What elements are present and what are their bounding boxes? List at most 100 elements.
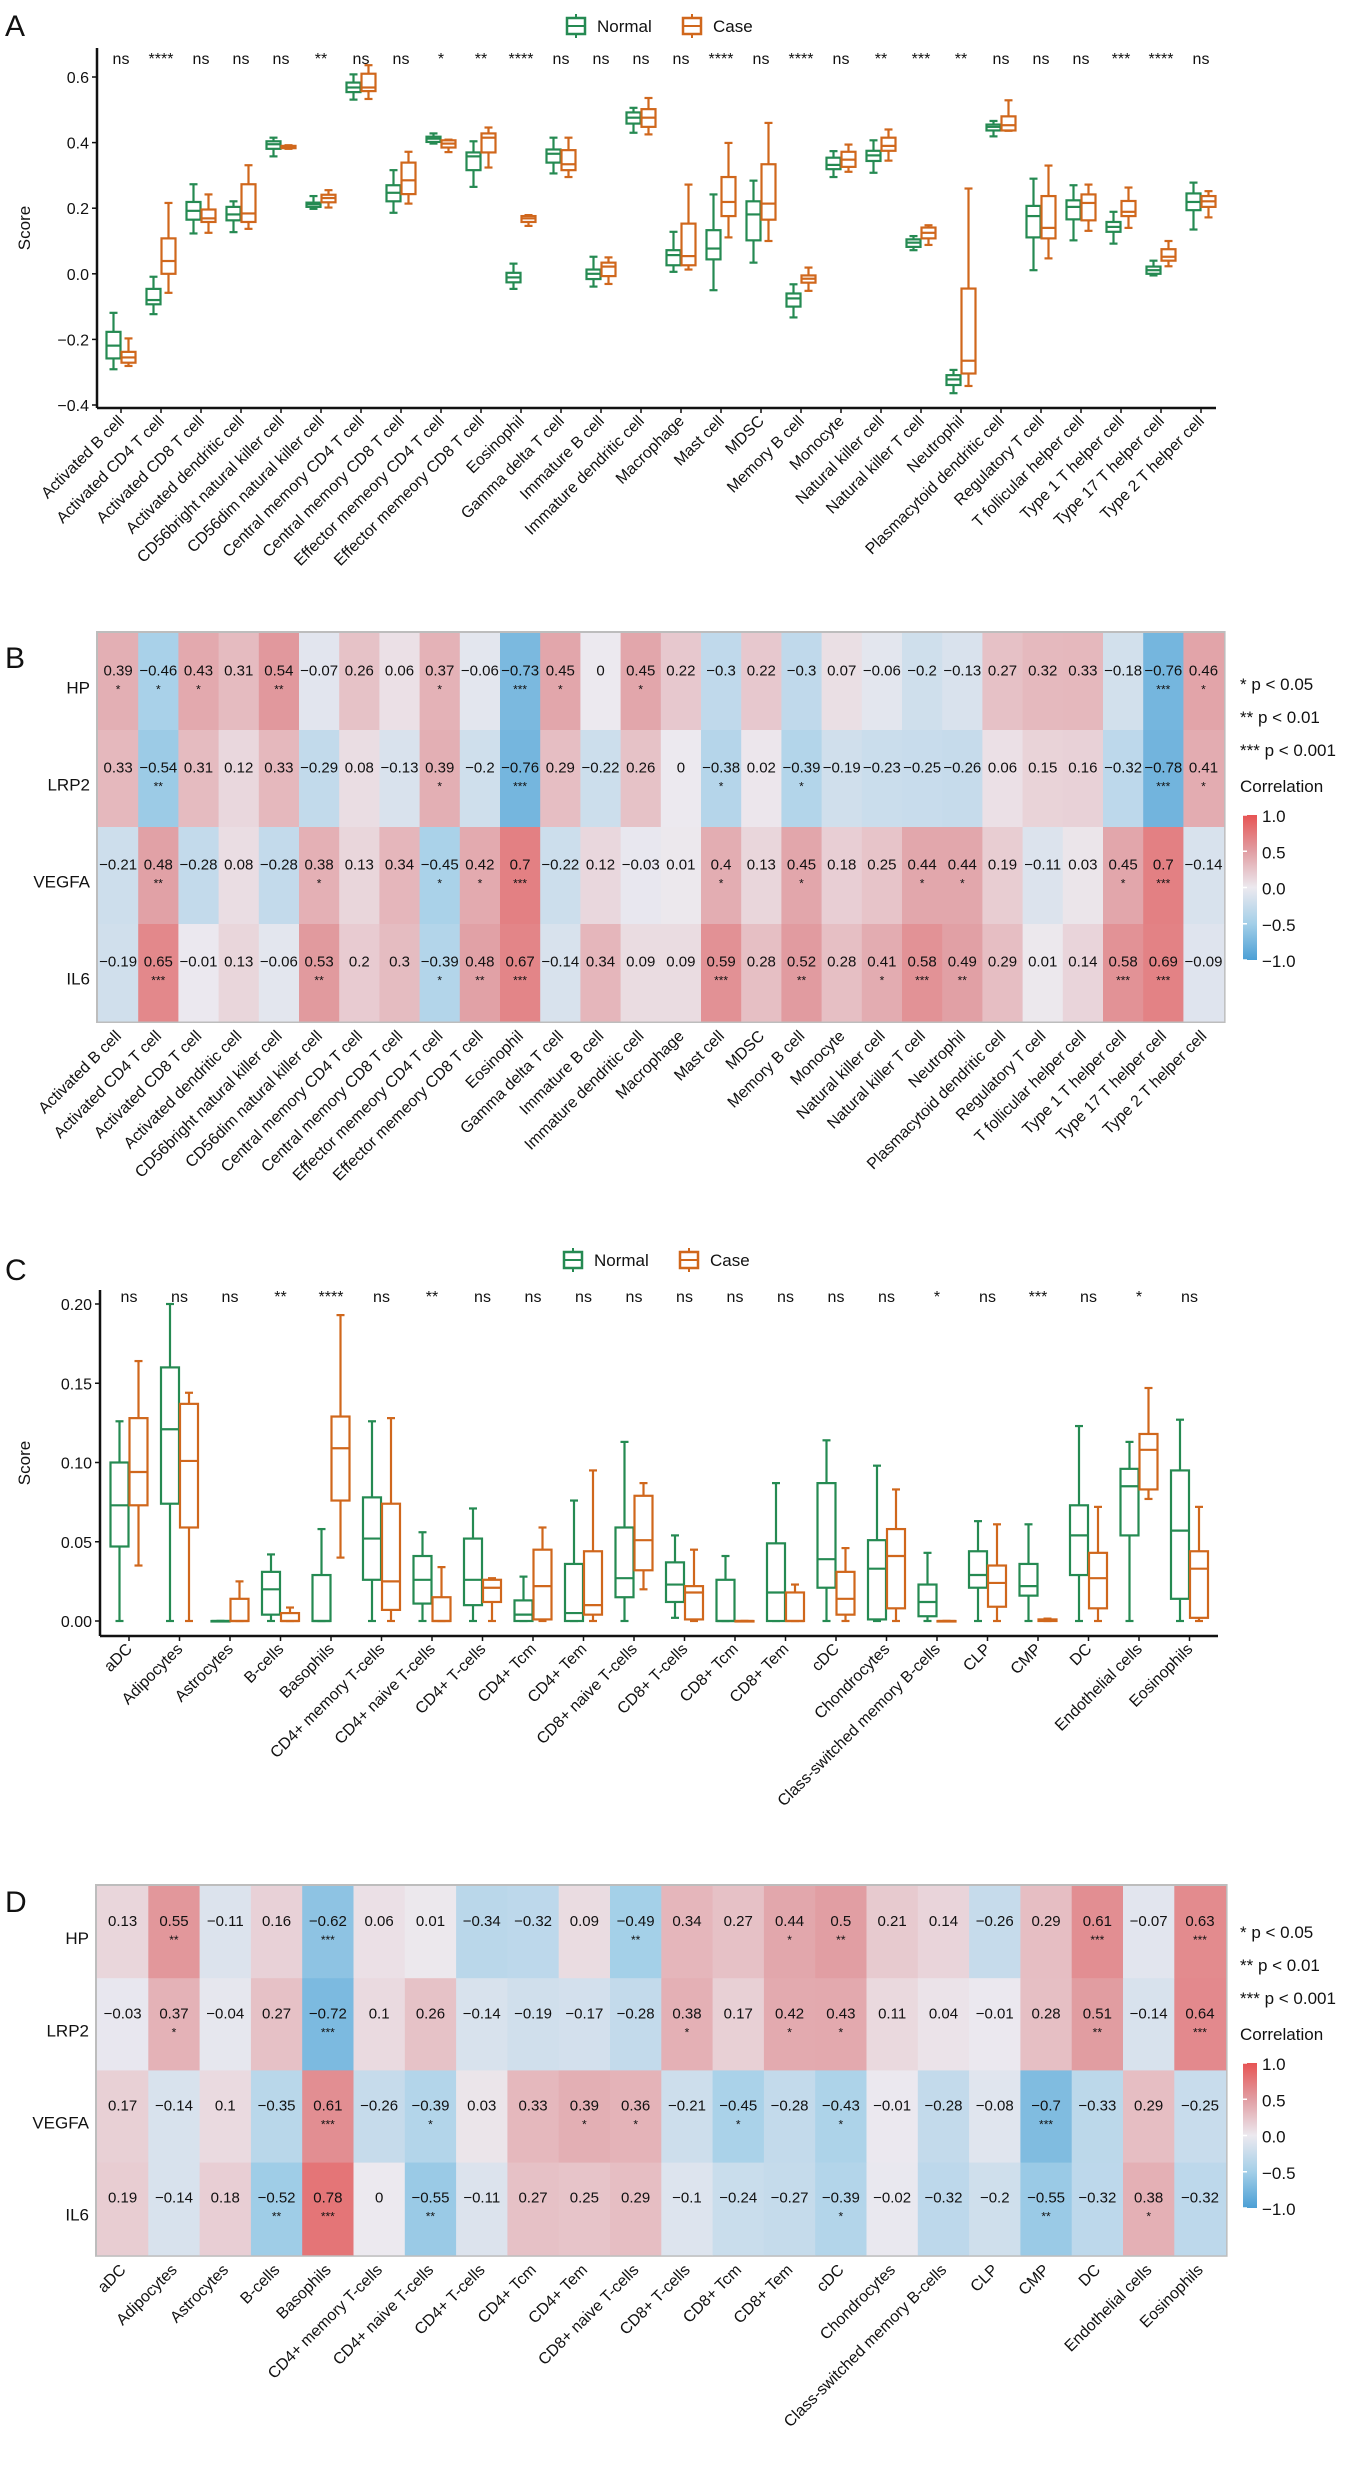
cell-value: −0.17 [565, 2005, 603, 2022]
heatmap-cell [1143, 633, 1184, 731]
box-normal [545, 136, 562, 175]
heatmap-cell [763, 2162, 816, 2256]
box-case [431, 1566, 452, 1623]
heatmap-cell [741, 924, 782, 1022]
significance-label: *** [1112, 51, 1131, 68]
cell-significance: * [116, 683, 121, 697]
cell-value: −0.19 [514, 2005, 552, 2022]
heatmap-cell [661, 1978, 714, 2071]
cell-value: 0.42 [775, 2005, 804, 2022]
colorbar-tick-label: 0.0 [1262, 880, 1286, 899]
heatmap-cell [917, 1978, 970, 2071]
box-iqr [680, 222, 697, 267]
heatmap-cell [917, 2162, 970, 2256]
heatmap-cell [701, 924, 742, 1022]
heatmap-cell [138, 730, 179, 828]
cell-value: 0.19 [988, 857, 1017, 874]
cell-significance: ** [797, 974, 807, 988]
heatmap-cell [781, 924, 823, 1022]
box-case [600, 256, 617, 286]
cell-significance: ** [272, 2210, 282, 2224]
box-normal [866, 1464, 888, 1623]
heatmap-cell [712, 2070, 765, 2164]
p-legend-1: * p < 0.05 [1240, 675, 1313, 694]
cell-value: 0.29 [1134, 2098, 1163, 2115]
cell-significance: * [1201, 780, 1206, 794]
heatmap-cell [339, 827, 380, 925]
heatmap-cell [507, 1886, 560, 1979]
box-normal [1105, 210, 1122, 245]
box-iqr [400, 161, 417, 196]
box-iqr [1169, 1469, 1191, 1600]
heatmap-cell [661, 2162, 714, 2256]
heatmap-cell [148, 2070, 201, 2164]
cell-value: −0.19 [823, 760, 861, 777]
box-iqr [465, 151, 482, 172]
cell-significance: * [839, 2025, 844, 2039]
box-iqr [380, 1502, 402, 1612]
box-iqr [745, 200, 762, 242]
box-case [120, 337, 137, 368]
box-case [520, 213, 537, 228]
heatmap-cell [741, 633, 782, 731]
p-legend-3: *** p < 0.001 [1240, 741, 1336, 760]
box-case [240, 164, 257, 230]
heatmap-cell [1062, 827, 1104, 925]
cell-value: 0.43 [184, 663, 213, 680]
heatmap-cell [1022, 827, 1064, 925]
cell-significance: ** [426, 2210, 436, 2224]
box-case [481, 1577, 503, 1623]
cell-significance: * [156, 683, 161, 697]
cell-significance: * [880, 974, 885, 988]
cell-value: −0.01 [873, 2098, 911, 2115]
heatmap-cell [969, 1886, 1021, 1979]
cell-value: −0.06 [461, 663, 499, 680]
heatmap-cell [456, 1978, 508, 2071]
heatmap-cell [1103, 730, 1144, 828]
box-case [760, 121, 777, 243]
cell-value: −0.32 [1078, 2190, 1116, 2207]
heatmap-cell [942, 633, 983, 731]
cell-value: 0.29 [1031, 1913, 1060, 1930]
heatmap-cell [861, 730, 903, 828]
cell-significance: *** [1156, 877, 1170, 891]
x-tick-label: CMP [1008, 1641, 1045, 1678]
box-iqr [720, 175, 737, 218]
cell-significance: *** [1156, 974, 1170, 988]
cell-value: 0.29 [546, 760, 575, 777]
box-case [1160, 239, 1177, 268]
box-iqr [481, 1578, 503, 1604]
box-iqr [159, 1366, 181, 1505]
heatmap-cell [218, 730, 260, 828]
cell-significance: *** [1039, 2118, 1053, 2132]
cell-value: −0.34 [463, 1913, 501, 1930]
cell-value: 0.34 [586, 954, 615, 971]
box-normal [715, 1554, 736, 1623]
heatmap-cell [558, 1886, 611, 1979]
box-iqr [240, 183, 257, 224]
heatmap-cell [942, 924, 983, 1022]
box-iqr [917, 1583, 938, 1618]
cell-significance: * [558, 683, 563, 697]
cell-value: −0.76 [501, 760, 539, 777]
box-case [360, 64, 377, 101]
cell-significance: *** [321, 2118, 335, 2132]
box-normal [210, 1619, 231, 1623]
cell-value: 0.39 [103, 663, 132, 680]
heatmap-cell [250, 2070, 303, 2164]
heatmap-cell [148, 1886, 201, 1979]
cell-value: −0.62 [309, 1913, 347, 1930]
cell-value: −0.06 [260, 954, 298, 971]
box-normal [1119, 1440, 1140, 1623]
cell-value: −0.39 [411, 2098, 449, 2115]
panel-label-A: A [5, 10, 25, 43]
cell-value: −0.25 [903, 760, 941, 777]
heatmap-cell [507, 2162, 560, 2256]
cell-value: 0.26 [416, 2005, 445, 2022]
heatmap-cell [982, 633, 1024, 731]
box-case [279, 1606, 301, 1623]
significance-label: ns [1073, 51, 1090, 68]
cell-value: 0.17 [108, 2098, 137, 2115]
heatmap-cell [917, 2070, 970, 2164]
cell-value: 0.18 [827, 857, 856, 874]
